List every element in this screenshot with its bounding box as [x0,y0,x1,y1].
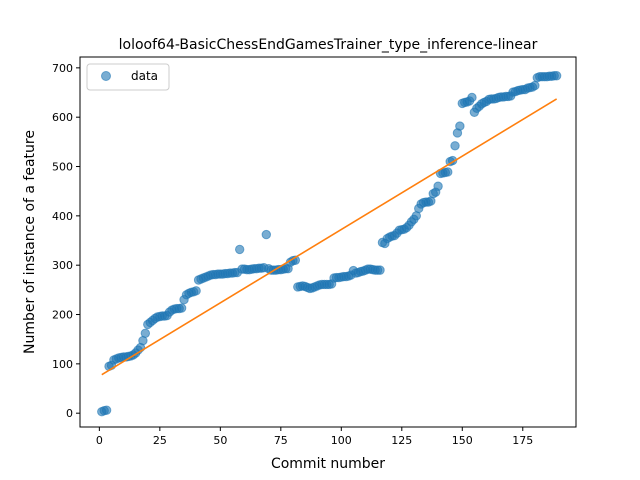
data-point [450,141,460,151]
y-tick-label: 400 [52,210,73,223]
x-tick-label: 0 [96,434,103,447]
legend-frame [86,63,170,91]
legend: data [86,63,170,91]
x-tick-label: 100 [331,434,352,447]
x-tick-label: 150 [452,434,473,447]
data-point [443,167,453,177]
marks-layer [97,71,562,417]
y-tick-label: 0 [66,407,73,420]
y-tick-label: 600 [52,111,73,124]
data-point [101,405,112,415]
data-point [140,328,151,338]
y-tick-label: 100 [52,358,73,371]
y-axis-label: Number of instance of a feature [22,130,38,354]
x-tick-label: 125 [391,434,412,447]
y-tick-label: 500 [52,161,73,174]
data-point [433,181,443,191]
data-point [455,121,465,131]
legend-marker [101,71,111,81]
y-tick-label: 200 [52,309,73,322]
x-tick-label: 75 [274,434,288,447]
data-point [261,229,271,240]
y-tick-label: 300 [52,259,73,272]
x-tick-label: 175 [512,434,533,447]
axes-layer: 0 25 50 75 100 125 150 175 0 100 200 300 400 500 600 70… [52,56,577,447]
data-point [551,71,562,81]
legend-label-data: data [131,69,158,83]
data-point [176,303,187,313]
fit-line [101,98,558,376]
x-tick-label: 50 [213,434,227,447]
data-point [234,244,245,255]
data-point [530,80,540,91]
x-axis-label: Commit number [271,456,385,472]
y-tick-label: 700 [52,62,73,75]
data-point [467,92,477,103]
data-point [191,286,201,296]
chart-title: loloof64-BasicChessEndGamesTrainer_type_… [119,37,538,53]
data-point [375,265,385,275]
x-tick-label: 25 [153,434,167,447]
plot-frame [79,56,577,428]
